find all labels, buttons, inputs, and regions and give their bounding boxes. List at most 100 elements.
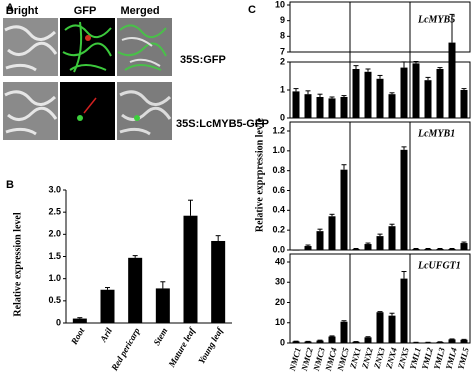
bar (388, 94, 396, 118)
x-tick-label: Red pericarp (109, 326, 142, 374)
bar (352, 341, 360, 343)
y-tick-label: 1.5 (48, 251, 61, 261)
error-bar (365, 336, 371, 338)
bar (412, 249, 420, 250)
error-bar (77, 317, 83, 319)
y-tick-label: 2 (280, 56, 285, 66)
error-bar (365, 242, 371, 245)
x-tick-label: Aril (98, 326, 115, 345)
panel-label: B (6, 179, 14, 191)
y-tick-label: 3.0 (48, 184, 61, 194)
axis (65, 190, 232, 324)
annotation: LcMYB1 (417, 128, 455, 139)
y-tick-label: 10 (275, 0, 285, 9)
x-tick-label: Mature leaf (166, 325, 198, 370)
error-bar (132, 255, 138, 258)
error-bar (305, 90, 311, 95)
bar (128, 257, 143, 323)
error-bar (389, 312, 395, 316)
bar (448, 42, 456, 118)
bar (316, 97, 324, 118)
y-tick-label: 20 (275, 297, 285, 307)
error-bar (437, 67, 443, 69)
row-label: 35S:GFP (180, 54, 226, 66)
bar (183, 215, 198, 323)
bar (448, 339, 456, 343)
error-bar (401, 271, 407, 279)
error-bar (389, 92, 395, 95)
bar (436, 69, 444, 118)
error-bar (353, 65, 359, 69)
error-bar (188, 199, 193, 216)
bar (460, 339, 468, 343)
column-label: Bright (6, 5, 39, 17)
error-bar (425, 76, 431, 81)
bar (316, 231, 324, 250)
bar (364, 71, 372, 118)
bar (376, 312, 384, 343)
error-bar (377, 74, 383, 79)
bar (460, 90, 468, 118)
y-tick-label: 0 (280, 337, 285, 347)
bar (400, 149, 408, 250)
error-bar (389, 223, 395, 227)
error-bar (413, 61, 419, 64)
bar (340, 321, 348, 343)
y-tick-label: 1.2 (272, 125, 285, 135)
y-tick-label: 0.0 (272, 244, 285, 254)
error-bar (215, 235, 221, 241)
y-tick-label: 0 (56, 317, 61, 327)
y-tick-label: 1 (280, 84, 285, 94)
bar (448, 249, 456, 250)
bar (100, 289, 115, 323)
y-tick-label: 0 (280, 112, 285, 122)
bar (364, 337, 372, 343)
error-bar (329, 96, 335, 99)
error-bar (329, 335, 335, 337)
y-tick-label: 30 (275, 277, 285, 287)
y-tick-label: 0.8 (272, 165, 285, 175)
bar (424, 249, 432, 250)
bar (376, 78, 384, 118)
y-tick-label: 0.4 (272, 205, 285, 215)
error-bar (305, 244, 311, 247)
frame (289, 1, 471, 53)
bar (352, 69, 360, 118)
bar (211, 240, 226, 323)
y-tick-label: 1.0 (48, 273, 61, 283)
error-bar (317, 228, 323, 232)
error-bar (377, 233, 383, 237)
panel-label: A (6, 2, 14, 14)
error-bar (365, 68, 371, 72)
error-bar (293, 88, 299, 92)
error-bar (317, 93, 323, 97)
error-bar (461, 88, 467, 90)
bar (328, 216, 336, 250)
x-tick-label: Stem (151, 326, 169, 347)
y-tick-label: 1.0 (272, 145, 285, 155)
x-tick-label: Young leaf (196, 325, 225, 365)
bar (304, 94, 312, 118)
y-axis-label: Relative expression level (12, 212, 23, 316)
bar (352, 249, 360, 250)
bar (304, 341, 312, 343)
y-tick-label: 0.6 (272, 185, 285, 195)
error-bar (341, 95, 347, 97)
y-tick-label: 40 (275, 256, 285, 266)
bar (400, 67, 408, 118)
error-bar (160, 281, 166, 289)
bar (328, 98, 336, 118)
bar (436, 249, 444, 250)
error-bar (377, 311, 383, 313)
bar (304, 246, 312, 250)
annotation: LcUFGT1 (417, 260, 461, 271)
bar (340, 169, 348, 250)
bar (72, 318, 87, 323)
x-tick-label: Root (68, 326, 86, 347)
bar (364, 244, 372, 250)
y-tick-label: 0.5 (48, 295, 61, 305)
row-label: 35S:LcMYB5-GFP (176, 118, 269, 130)
panel-label: C (248, 4, 256, 16)
y-tick-label: 10 (275, 317, 285, 327)
